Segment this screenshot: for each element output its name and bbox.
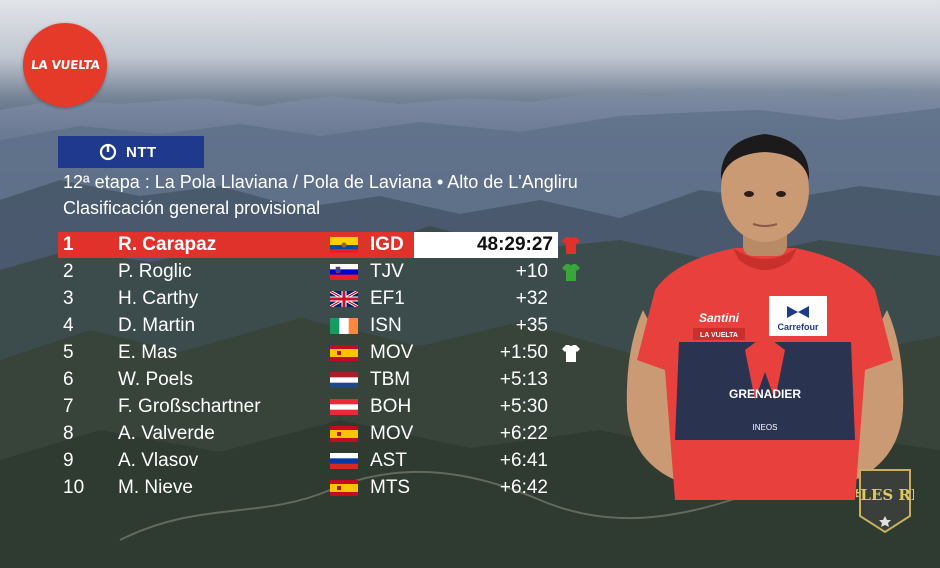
netherlands-flag-icon xyxy=(330,372,358,388)
rider-name: P. Roglic xyxy=(118,261,192,282)
green-jersey-icon xyxy=(561,262,581,282)
team-code: TBM xyxy=(370,369,411,390)
power-ring-icon xyxy=(99,143,117,161)
rider-name: W. Poels xyxy=(118,369,193,390)
les-rp-badge: #LES RP xyxy=(856,469,914,534)
spain-flag-icon xyxy=(330,480,358,496)
standings-row: 3 H. Carthy EF1 +32 xyxy=(58,286,598,312)
uk-flag-icon xyxy=(330,291,358,307)
standings-row: 9 A. Vlasov AST +6:41 xyxy=(58,448,598,474)
badge-text: #LES RP xyxy=(856,486,914,504)
stage-title: 12ª etapa : La Pola Llaviana / Pola de L… xyxy=(63,172,578,192)
jersey-race-text: LA VUELTA xyxy=(700,332,738,339)
team-code: TJV xyxy=(370,261,404,282)
time-gap: +1:50 xyxy=(499,342,548,363)
time-gap: +6:22 xyxy=(499,423,548,444)
rank: 5 xyxy=(63,342,74,363)
rank: 3 xyxy=(63,288,74,309)
spain-flag-icon xyxy=(330,426,358,442)
team-code: MOV xyxy=(370,342,414,363)
rider-name: A. Vlasov xyxy=(118,450,199,471)
austria-flag-icon xyxy=(330,399,358,415)
sponsor-banner: NTT xyxy=(58,136,204,168)
rider-name: A. Valverde xyxy=(118,423,215,444)
time-gap: +10 xyxy=(515,261,548,282)
sponsor-label: NTT xyxy=(126,143,157,161)
slovenia-flag-icon xyxy=(330,264,358,280)
time-gap: +6:42 xyxy=(499,477,548,498)
white-jersey-icon xyxy=(561,343,581,363)
time-gap: +6:41 xyxy=(499,450,548,471)
rider-name: R. Carapaz xyxy=(118,234,217,255)
rank: 8 xyxy=(63,423,74,444)
rank: 6 xyxy=(63,369,74,390)
spain-flag-icon xyxy=(330,345,358,361)
standings-row: 8 A. Valverde MOV +6:22 xyxy=(58,421,598,447)
standings-row: 7 F. Großschartner BOH +5:30 xyxy=(58,394,598,420)
time-gap: +5:30 xyxy=(499,396,548,417)
la-vuelta-logo: LA VUELTA xyxy=(23,23,107,107)
team-code: IGD xyxy=(370,234,404,255)
rider-name: E. Mas xyxy=(118,342,178,363)
rank: 10 xyxy=(63,477,85,498)
logo-text: LA VUELTA xyxy=(29,58,101,72)
standings-row: 1 R. Carapaz IGD 48:29:27 xyxy=(58,232,598,258)
team-code: MTS xyxy=(370,477,411,498)
standings-row: 10 M. Nieve MTS +6:42 xyxy=(58,475,598,501)
rider-name: M. Nieve xyxy=(118,477,193,498)
rank: 4 xyxy=(63,315,74,336)
rider-name: H. Carthy xyxy=(118,288,199,309)
standings-row: 5 E. Mas MOV +1:50 xyxy=(58,340,598,366)
standings-row: 2 P. Roglic TJV +10 xyxy=(58,259,598,285)
standings-row: 6 W. Poels TBM +5:13 xyxy=(58,367,598,393)
jersey-brand-text: Santini xyxy=(699,311,740,325)
jersey-sponsor-text: Carrefour xyxy=(777,322,819,332)
leader-time-box xyxy=(414,232,558,258)
rider-name: D. Martin xyxy=(118,315,196,336)
jersey-team-text: GRENADIER xyxy=(729,387,801,401)
rider-photo: GRENADIER INEOS Carrefour Santini LA VUE… xyxy=(626,134,904,500)
time-gap: +5:13 xyxy=(499,369,548,390)
ecuador-flag-icon xyxy=(330,237,358,253)
ireland-flag-icon xyxy=(330,318,358,334)
time-gap: +32 xyxy=(515,288,548,309)
jersey-sub-text: INEOS xyxy=(753,423,778,432)
russia-flag-icon xyxy=(330,453,358,469)
rank: 7 xyxy=(63,396,74,417)
leader-bar xyxy=(58,232,414,258)
rank: 9 xyxy=(63,450,74,471)
team-code: EF1 xyxy=(370,288,405,309)
rank: 2 xyxy=(63,261,74,282)
team-code: ISN xyxy=(370,315,402,336)
team-code: BOH xyxy=(370,396,412,417)
red-jersey-icon xyxy=(561,235,581,255)
team-code: AST xyxy=(370,450,407,471)
time-gap: +35 xyxy=(515,315,548,336)
standings-row: 4 D. Martin ISN +35 xyxy=(58,313,598,339)
rank: 1 xyxy=(63,234,74,255)
classification-subtitle: Clasificación general provisional xyxy=(63,198,321,218)
rider-name: F. Großschartner xyxy=(118,396,261,417)
team-code: MOV xyxy=(370,423,414,444)
time-gap: 48:29:27 xyxy=(476,234,553,255)
